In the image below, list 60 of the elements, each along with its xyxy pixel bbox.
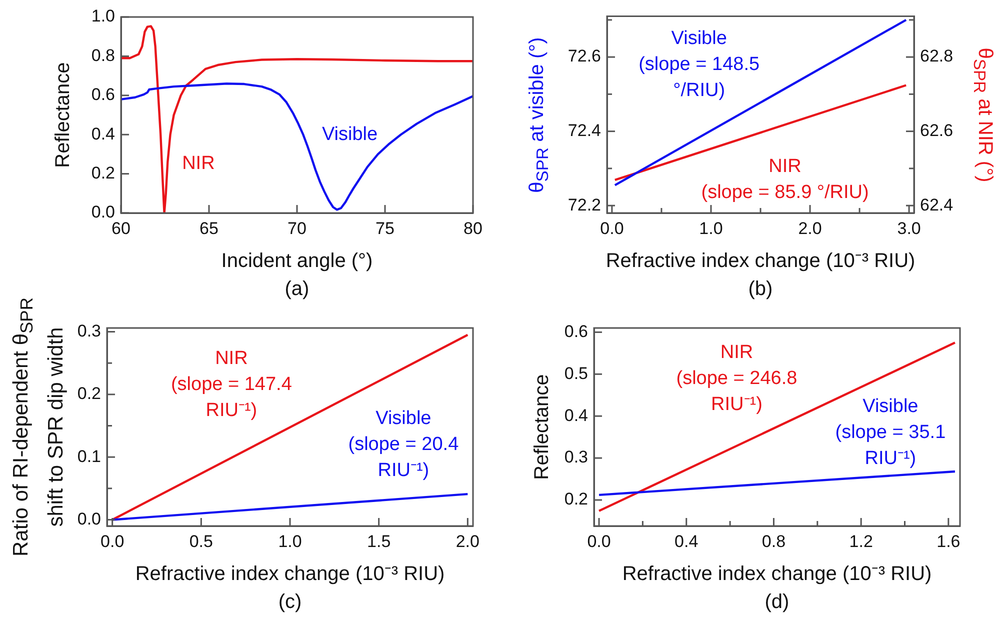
- y-tick-label: 72.2: [568, 195, 601, 214]
- annotation: (slope = 35.1 RIU⁻¹): [835, 422, 946, 469]
- annotation: (slope = 85.9 °/RIU): [701, 182, 869, 203]
- text: NIR: [215, 348, 248, 370]
- x-tick-label: 65: [200, 218, 218, 238]
- y-tick-label: 0.3: [77, 321, 101, 340]
- series-label: NIR: [768, 156, 802, 177]
- x-axis-title: Refractive index change (10⁻³ RIU): [622, 563, 932, 585]
- y-tick-label: 0.2: [91, 163, 115, 182]
- y-tick-label: 0.0: [77, 509, 101, 528]
- x-tick-label: 3.0: [897, 218, 921, 238]
- x-tick-label: 1.0: [278, 532, 302, 551]
- annotation: (slope = 147.4 RIU⁻¹): [170, 374, 292, 422]
- x-tick-label: 70: [288, 218, 306, 238]
- text: (b): [748, 278, 773, 300]
- y-tick-label: 0.8: [91, 46, 115, 65]
- text: (c): [278, 591, 302, 613]
- y-tick-label: 0.4: [564, 406, 588, 425]
- y-axis-title: Reflectance: [52, 62, 74, 168]
- x-axis-title: Refractive index change (10⁻³ RIU): [606, 250, 916, 272]
- text: Visible: [376, 408, 432, 429]
- y2-tick-label: 62.8: [920, 46, 954, 66]
- text: Visible: [671, 28, 727, 50]
- y-tick-label: 1.0: [91, 6, 115, 26]
- x-tick-label: 2.0: [456, 532, 480, 551]
- x-axis-title: Incident angle (°): [221, 250, 373, 272]
- text: Visible: [862, 396, 918, 417]
- x-tick-label: 0.8: [762, 532, 786, 551]
- x-tick-label: 0.4: [674, 532, 698, 551]
- x-tick-label: 80: [464, 218, 482, 238]
- y2-tick-label: 62.4: [920, 195, 954, 214]
- y-tick-label: 72.6: [568, 46, 601, 66]
- x-tick-label: 1.5: [367, 532, 391, 551]
- x-tick-label: 2.0: [798, 218, 822, 238]
- annotation: (slope = 148.5 °/RIU): [638, 54, 760, 102]
- x-tick-label: 1.2: [849, 532, 873, 551]
- y2-tick-label: 62.6: [920, 120, 954, 140]
- y-tick-label: 0.6: [564, 322, 588, 341]
- series-label: NIR: [181, 152, 216, 176]
- x-tick-label: 1.0: [699, 218, 723, 238]
- text: NIR: [720, 342, 754, 364]
- y-tick-label: 0.5: [564, 364, 588, 383]
- text: (a): [284, 278, 310, 300]
- x-tick-label: 0.5: [189, 532, 213, 551]
- series-label: Visible: [320, 122, 379, 147]
- y-tick-label: 0.2: [77, 384, 101, 404]
- y-axis-title: Reflectance: [531, 374, 553, 480]
- x-axis-title: Refractive index change (10⁻³ RIU): [135, 563, 445, 585]
- x-tick-label: 75: [376, 218, 394, 238]
- y-tick-label: 0.4: [91, 124, 115, 144]
- y-tick-label: 0.6: [91, 85, 115, 104]
- y-tick-label: 0.2: [564, 490, 588, 509]
- x-tick-label: 0.0: [600, 218, 624, 238]
- annotation: (slope = 20.4 RIU⁻¹): [348, 434, 459, 481]
- y-tick-label: 0.3: [564, 448, 588, 467]
- y-tick-label: 72.4: [568, 120, 601, 140]
- x-tick-label: 1.6: [936, 532, 960, 551]
- y-tick-label: 0.1: [77, 446, 101, 466]
- text: (d): [764, 591, 790, 613]
- annotation: (slope = 246.8 RIU⁻¹): [676, 368, 798, 416]
